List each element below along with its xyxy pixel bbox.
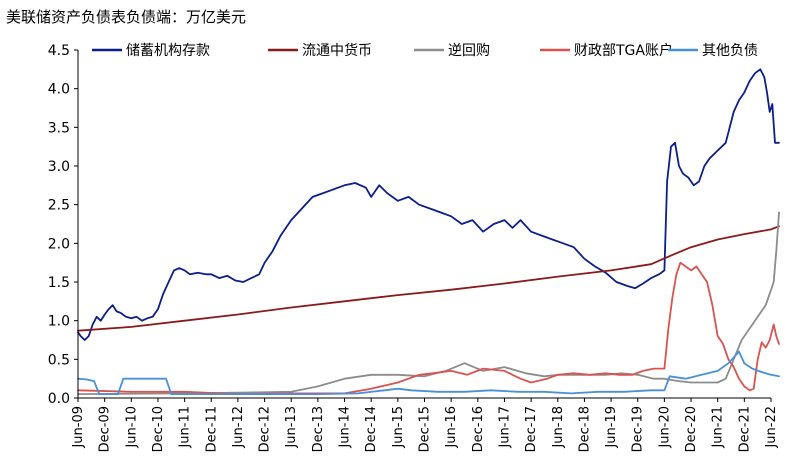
- chart-title: 美联储资产负债表负债端：万亿美元: [6, 8, 247, 26]
- x-tick-label: Jun-18: [551, 406, 566, 449]
- x-tick-label: Dec-11: [204, 406, 219, 452]
- y-tick-label: 2.5: [48, 198, 70, 214]
- x-tick-label: Jun-22: [764, 406, 779, 449]
- legend-label-2: 流通中货币: [302, 42, 372, 59]
- x-tick-label: Jun-13: [284, 406, 299, 449]
- x-tick-label: Dec-20: [684, 406, 699, 452]
- legend-label-4: 财政部TGA账户: [574, 42, 673, 59]
- legend-label-5: 其他负债: [702, 43, 758, 59]
- x-tick-label: Jun-21: [711, 406, 726, 449]
- x-tick-label: Dec-17: [524, 406, 539, 452]
- x-tick-label: Dec-19: [631, 406, 646, 452]
- series-layer: [77, 68, 780, 395]
- x-tick-label: Jun-19: [604, 406, 619, 449]
- y-tick-label: 1.5: [48, 275, 70, 291]
- series-line-1: [77, 68, 780, 341]
- x-tick-label: Jun-15: [391, 406, 406, 449]
- x-tick-label: Dec-18: [577, 406, 592, 452]
- x-tick-label: Dec-12: [258, 406, 273, 452]
- y-tick-label: 3.0: [48, 159, 70, 175]
- y-tick-label: 4.5: [48, 43, 70, 59]
- x-tick-label: Dec-13: [311, 406, 326, 452]
- legend: 储蓄机构存款 流通中货币 逆回购 财政部TGA账户 其他负债: [92, 42, 758, 59]
- x-tick-label: Jun-20: [657, 406, 672, 449]
- x-tick-label: Jun-16: [444, 406, 459, 449]
- x-tick-label: Jun-09: [71, 406, 86, 449]
- x-tick-label: Dec-14: [364, 406, 379, 452]
- x-tick-label: Dec-10: [151, 406, 166, 452]
- series-line-2: [77, 225, 780, 332]
- legend-label-3: 逆回购: [448, 43, 490, 59]
- x-tick-label: Jun-11: [178, 406, 193, 449]
- series-line-5: [77, 350, 780, 395]
- series-line-4: [77, 261, 780, 395]
- y-tick-label: 0.0: [48, 391, 70, 407]
- x-tick-label: Dec-21: [737, 406, 752, 452]
- y-tick-label: 0.5: [48, 352, 70, 368]
- x-tick-label: Dec-09: [98, 406, 113, 452]
- y-tick-label: 4.0: [48, 82, 70, 98]
- x-tick-label: Jun-17: [497, 406, 512, 449]
- axes-layer: 0.0 0.5 1.0 1.5 2.0 2.5 3.0 3.5 4.0 4.5 Jun-09 Dec-…: [48, 43, 779, 452]
- y-tick-label: 1.0: [48, 314, 70, 330]
- series-line-3: [77, 211, 780, 395]
- x-tick-label: Dec-15: [418, 406, 433, 452]
- x-tick-label: Jun-12: [231, 406, 246, 449]
- legend-label-1: 储蓄机构存款: [126, 43, 210, 59]
- y-tick-label: 3.5: [48, 120, 70, 136]
- x-tick-label: Dec-16: [471, 406, 486, 452]
- x-tick-label: Jun-10: [124, 406, 139, 449]
- x-tick-label: Jun-14: [338, 406, 353, 449]
- y-tick-label: 2.0: [48, 236, 70, 252]
